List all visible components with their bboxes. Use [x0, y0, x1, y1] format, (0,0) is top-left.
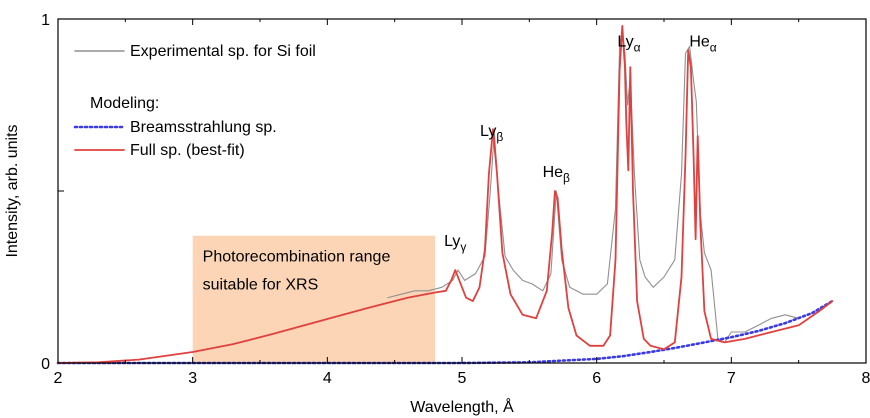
- highlight-region-text-2: suitable for XRS: [203, 277, 319, 294]
- highlight-region-text-1: Photorecombination range: [203, 249, 391, 266]
- x-tick-label: 4: [323, 370, 332, 387]
- line-annotation: Heβ: [543, 164, 570, 185]
- x-tick-label: 6: [592, 370, 601, 387]
- line-annotation: Heα: [689, 34, 716, 55]
- line-annotation-subscript: β: [496, 130, 503, 144]
- x-tick-label: 8: [862, 370, 870, 387]
- legend: Experimental sp. for Si foil Modeling: Bre…: [73, 43, 316, 159]
- legend-header: Modeling:: [90, 95, 159, 112]
- series-layer: [56, 25, 834, 365]
- line-annotation-subscript: α: [710, 41, 717, 55]
- line-annotation-subscript: β: [563, 171, 570, 185]
- series-line-experimental: [387, 28, 800, 343]
- axes-layer: 2 3 4 5 6 7 8 0 1: [41, 12, 870, 387]
- line-annotation: Lyγ: [444, 233, 466, 254]
- x-tick-label: 3: [188, 370, 197, 387]
- highlight-region: [192, 235, 436, 363]
- x-axis-label: Wavelength, Å: [410, 397, 514, 416]
- legend-label-experimental: Experimental sp. for Si foil: [130, 43, 316, 60]
- highlight-region-layer: Photorecombination range suitable for XRS: [192, 235, 436, 363]
- legend-label-bremsstrahlung: Breamsstrahlung sp.: [130, 119, 277, 136]
- plot-frame: [57, 18, 867, 364]
- legend-label-full: Full sp. (best-fit): [130, 142, 245, 159]
- x-tick-label: 2: [54, 370, 63, 387]
- line-annotation-subscript: α: [634, 41, 641, 55]
- series-line-full: [57, 25, 834, 364]
- line-annotation-subscript: γ: [460, 240, 466, 254]
- y-tick-label: 1: [41, 12, 50, 29]
- x-tick-label: 5: [458, 370, 467, 387]
- y-axis-label: Intensity, arb. units: [4, 124, 21, 257]
- y-tick-label: 0: [41, 356, 50, 373]
- x-tick-label: 7: [727, 370, 736, 387]
